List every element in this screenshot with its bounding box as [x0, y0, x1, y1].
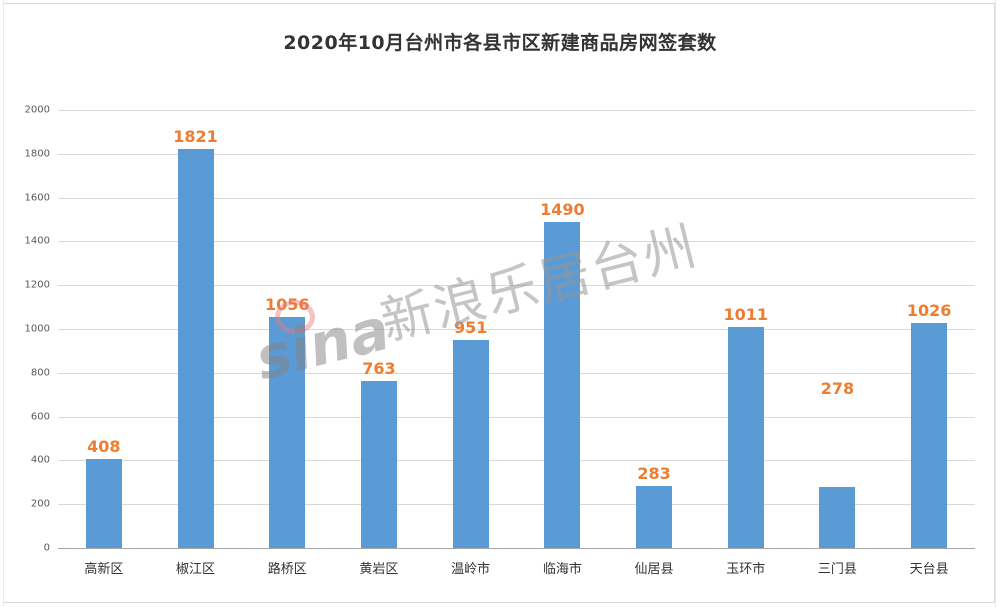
y-tick-label: 1400 — [24, 235, 50, 247]
y-tick-label: 1800 — [24, 148, 50, 160]
x-tick-label: 天台县 — [909, 562, 949, 577]
gridline — [58, 460, 975, 462]
data-label: 1011 — [723, 304, 769, 324]
x-tick-label: 三门县 — [817, 562, 857, 577]
x-tick-label: 玉环市 — [726, 562, 766, 577]
gridline — [58, 197, 975, 199]
bar-5 — [544, 221, 581, 548]
x-tick-label: 高新区 — [84, 562, 124, 577]
y-tick-label: 200 — [30, 498, 50, 510]
x-tick-label: 黄岩区 — [359, 562, 399, 577]
bar-4 — [452, 339, 489, 548]
data-label: 951 — [453, 317, 488, 337]
plot-area: 408 1821 1056 763 951 1490 283 1011 278 1026 — [58, 110, 975, 549]
gridline — [58, 329, 975, 330]
data-label: 278 — [820, 379, 855, 398]
gridline — [58, 153, 975, 155]
y-tick-label: 800 — [30, 367, 50, 379]
data-label: 1026 — [906, 301, 952, 321]
bar-1 — [177, 149, 214, 548]
bar-0 — [85, 458, 122, 548]
bar-6 — [636, 486, 673, 548]
x-tick-label: 路桥区 — [267, 562, 307, 577]
y-tick-label: 1200 — [24, 279, 50, 291]
x-tick-label: 温岭市 — [451, 562, 491, 577]
gridline — [58, 241, 975, 243]
bar-2 — [269, 316, 306, 548]
sheet-gridline — [3, 0, 4, 607]
gridline — [58, 372, 975, 374]
bar-7 — [727, 326, 764, 548]
chart-title: 2020年10月台州市各县市区新建商品房网签套数 — [283, 32, 717, 54]
gridline — [58, 285, 975, 287]
data-label: 283 — [637, 464, 671, 484]
data-label: 763 — [362, 358, 396, 378]
y-tick-label: 600 — [30, 411, 50, 423]
y-tick-label: 0 — [43, 542, 50, 554]
x-tick-label: 仙居县 — [634, 562, 674, 577]
gridline — [58, 110, 975, 111]
bar-9 — [911, 323, 948, 548]
y-tick-label: 400 — [30, 454, 50, 466]
data-label: 1490 — [540, 199, 585, 219]
sheet-gridline — [995, 0, 996, 607]
bar-3 — [360, 380, 397, 548]
y-tick-label: 1000 — [24, 323, 50, 335]
data-label: 1821 — [173, 127, 218, 147]
x-tick-label: 椒江区 — [176, 562, 216, 577]
y-tick-label: 1600 — [24, 192, 50, 204]
y-tick-label: 2000 — [24, 104, 50, 116]
bar-8 — [819, 487, 856, 548]
x-axis-line — [58, 548, 975, 549]
data-label: 1056 — [264, 294, 310, 314]
gridline — [58, 416, 975, 418]
data-label: 408 — [87, 436, 121, 456]
x-tick-label: 临海市 — [542, 562, 582, 577]
gridline — [58, 504, 975, 506]
